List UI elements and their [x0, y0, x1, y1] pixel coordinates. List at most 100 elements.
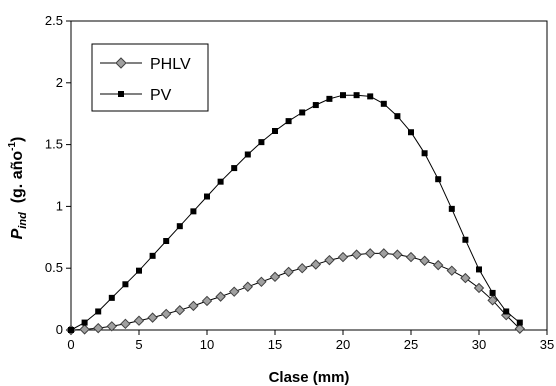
plot-border: [70, 20, 548, 331]
x-tick-label: 10: [200, 337, 214, 352]
point-pv: [353, 92, 360, 99]
point-pv: [122, 281, 129, 288]
point-phlv: [201, 295, 213, 307]
point-phlv: [174, 305, 186, 316]
point-phlv: [324, 254, 335, 266]
legend-label-pv: PV: [150, 87, 172, 104]
y-axis-title-rest: (g. año: [9, 151, 26, 213]
y-tick-label: 2.5: [45, 13, 63, 28]
point-pv: [95, 308, 102, 315]
point-pv: [108, 294, 115, 301]
x-tick-label: 25: [404, 337, 418, 352]
point-phlv: [106, 321, 118, 332]
y-tick-label: 0: [56, 322, 63, 337]
y-axis-title-close: ): [9, 137, 26, 142]
series-phlv: [65, 248, 526, 336]
axis-ticks: 0 5 10 15 20 25 30 35 0 0.5 1 1.5 2 2.5: [45, 13, 554, 352]
point-phlv: [133, 315, 145, 326]
point-pv: [244, 151, 251, 158]
legend-box: [91, 43, 209, 112]
point-phlv: [269, 271, 281, 283]
point-pv: [489, 289, 496, 296]
point-phlv: [296, 262, 308, 274]
y-axis-title-main: P: [9, 228, 26, 239]
point-pv: [326, 95, 333, 102]
point-phlv: [446, 265, 458, 276]
point-phlv: [419, 255, 430, 266]
point-pv: [81, 319, 88, 326]
plot-area: [70, 20, 548, 331]
point-pv: [136, 267, 142, 274]
y-axis-title: Pind (g. año-1): [7, 137, 29, 240]
point-phlv: [160, 308, 172, 320]
point-pv: [421, 150, 428, 157]
point-pv: [476, 266, 482, 273]
point-pv: [340, 92, 346, 99]
point-phlv: [460, 272, 471, 284]
point-phlv: [351, 249, 362, 260]
point-phlv: [79, 324, 90, 335]
point-phlv: [120, 318, 131, 330]
point-pv: [503, 308, 510, 315]
point-phlv: [364, 248, 376, 259]
point-phlv: [337, 251, 349, 263]
point-phlv: [392, 249, 403, 260]
y-tick-label: 2: [56, 75, 63, 90]
x-tick-label: 30: [472, 337, 486, 352]
point-pv: [68, 327, 74, 333]
point-pv: [367, 93, 374, 100]
point-pv: [299, 109, 306, 116]
point-pv: [272, 128, 278, 135]
x-tick-label: 15: [268, 337, 282, 352]
point-phlv: [283, 266, 294, 278]
y-tick-label: 0.5: [45, 260, 63, 275]
point-pv: [435, 176, 442, 183]
y-tick-label: 1.5: [45, 137, 63, 152]
legend-marker-pv: [118, 91, 124, 97]
legend-label-phlv: PHLV: [150, 56, 191, 73]
point-pv: [380, 100, 387, 107]
y-tick-label: 1: [56, 198, 63, 213]
point-pv: [149, 252, 156, 259]
point-phlv: [310, 259, 322, 270]
point-phlv: [242, 281, 254, 292]
point-pv: [163, 238, 170, 245]
point-pv: [448, 205, 455, 212]
point-pv: [176, 223, 183, 230]
series-layer: [65, 92, 526, 336]
point-pv: [394, 113, 401, 120]
point-phlv: [432, 259, 444, 271]
x-axis-title: Clase (mm): [269, 369, 350, 386]
point-pv: [231, 165, 238, 172]
x-tick-label: 5: [135, 337, 142, 352]
point-pv: [285, 118, 292, 125]
point-phlv: [147, 312, 158, 323]
series-line-pv: [70, 94, 521, 331]
point-pv: [204, 193, 210, 200]
point-pv: [462, 236, 469, 243]
point-phlv: [405, 251, 417, 263]
y-axis-title-sup: -1: [7, 142, 18, 151]
point-phlv: [473, 282, 485, 294]
point-pv: [258, 139, 265, 146]
point-phlv: [92, 322, 104, 334]
point-phlv: [215, 291, 226, 302]
point-phlv: [188, 300, 199, 312]
series-line-phlv: [70, 252, 521, 331]
x-tick-label: 35: [540, 337, 554, 352]
point-phlv: [487, 295, 498, 306]
series-pv: [68, 92, 523, 333]
point-pv: [190, 208, 197, 215]
point-phlv: [514, 323, 526, 334]
point-phlv: [228, 286, 240, 297]
point-pv: [516, 319, 523, 326]
point-pv: [217, 178, 224, 185]
y-axis-title-sub: ind: [17, 212, 29, 229]
x-tick-label: 0: [67, 337, 74, 352]
point-pv: [408, 129, 414, 136]
legend: PHLV PV: [91, 43, 209, 112]
point-phlv: [256, 276, 267, 288]
point-phlv: [378, 248, 390, 259]
x-tick-label: 20: [336, 337, 350, 352]
